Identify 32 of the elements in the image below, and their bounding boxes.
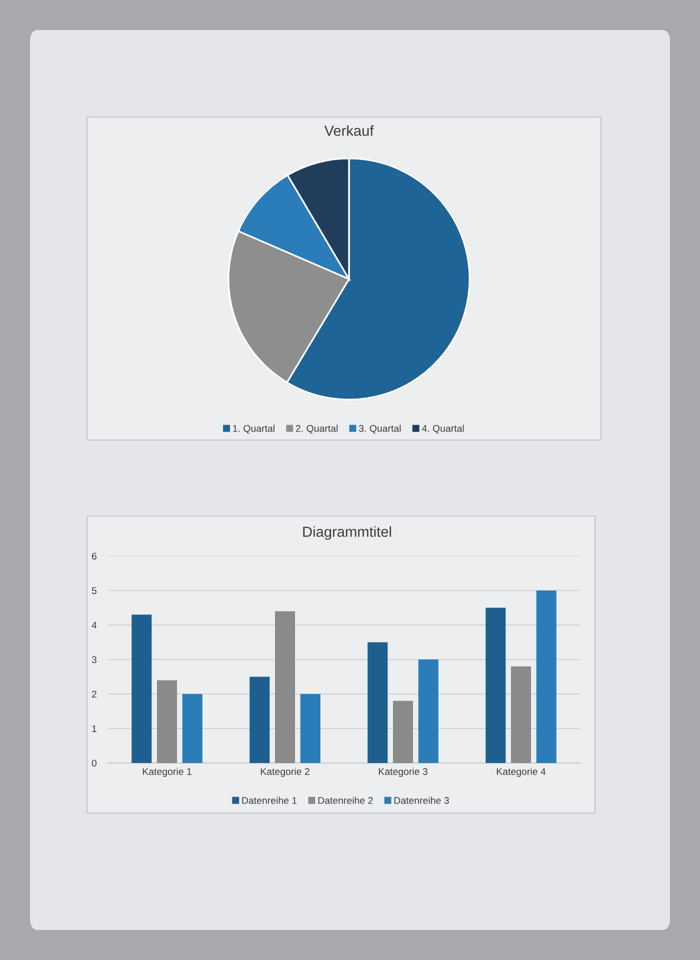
bar (510, 666, 532, 763)
chart-title: Verkauf (324, 125, 374, 136)
y-tick-label: 3 (92, 656, 96, 664)
bar (368, 642, 388, 763)
x-tick-label: Kategorie 2 (260, 768, 310, 777)
bar (250, 676, 270, 763)
bar (392, 700, 414, 763)
y-tick-label: 6 (92, 552, 96, 560)
chart-title: Diagrammtitel (303, 526, 391, 540)
y-tick-label: 2 (92, 690, 96, 698)
x-tick-label: Kategorie 1 (142, 768, 192, 777)
y-tick-label: 1 (92, 725, 96, 732)
legend-label: 2. Quartal (296, 424, 338, 434)
y-tick-label: 0 (92, 760, 97, 767)
legend-label: 4. Quartal (422, 424, 464, 434)
y-tick-label: 5 (92, 587, 96, 594)
bar (274, 611, 296, 763)
bar (156, 680, 178, 763)
bar (182, 694, 202, 763)
legend-label: Datenreihe 1 (242, 796, 297, 804)
legend-label: 1. Quartal (233, 424, 274, 434)
legend-label: Datenreihe 3 (394, 796, 449, 804)
bar (418, 660, 438, 763)
x-tick-label: Kategorie 3 (378, 768, 428, 777)
x-tick-label: Kategorie 4 (496, 768, 546, 777)
legend-label: 3. Quartal (358, 424, 401, 434)
bar (536, 590, 556, 763)
bar (300, 694, 320, 763)
bar (132, 614, 152, 763)
y-tick-label: 4 (92, 622, 97, 629)
bar (486, 608, 506, 763)
legend-label: Datenreihe 2 (318, 796, 373, 804)
